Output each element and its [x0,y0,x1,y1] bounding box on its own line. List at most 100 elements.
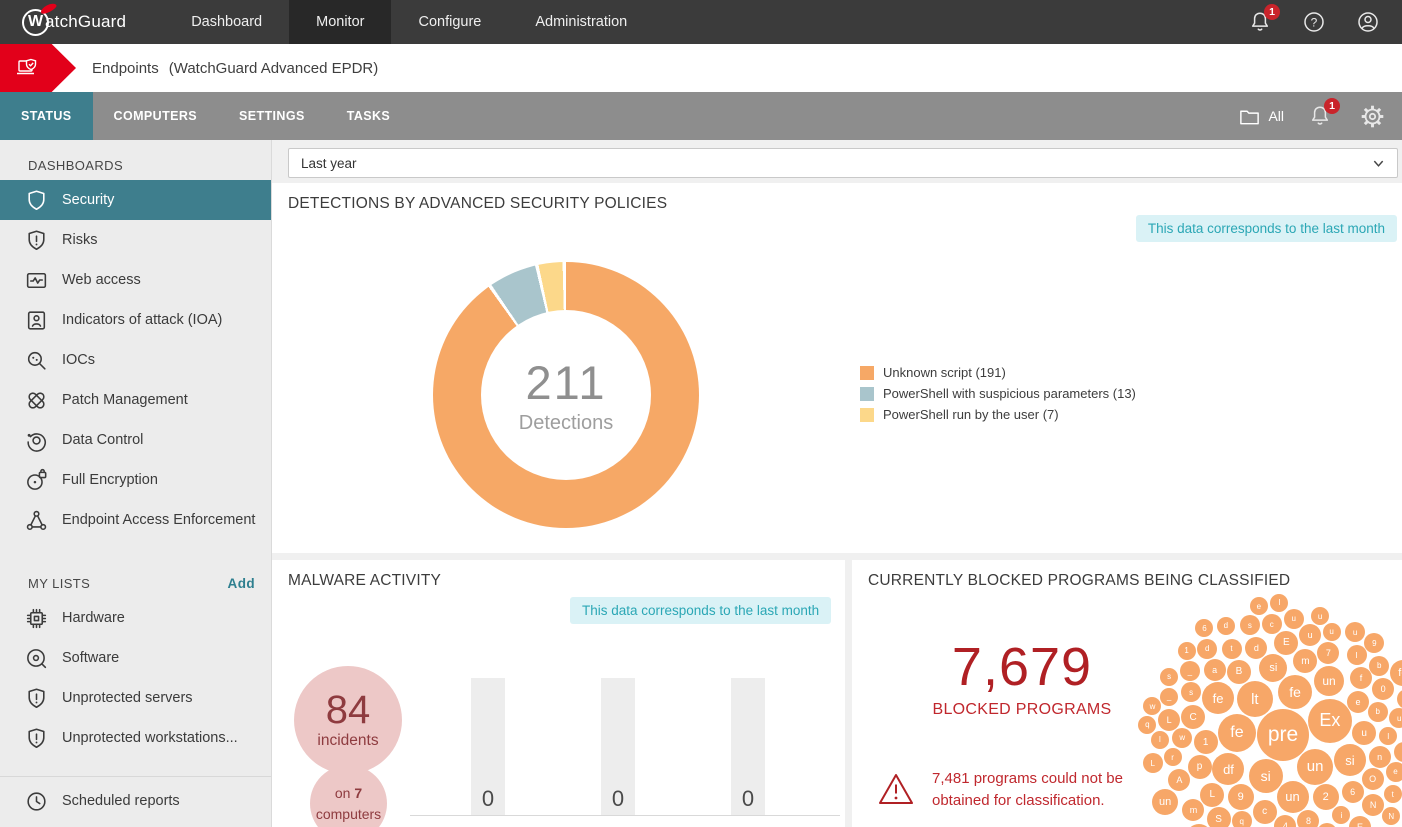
blocked-program-bubble[interactable]: t [1221,638,1242,659]
tab-tasks[interactable]: TASKS [346,109,391,123]
blocked-program-bubble[interactable]: b [1367,701,1388,722]
blocked-program-bubble[interactable]: 8 [1297,809,1320,827]
blocked-program-bubble[interactable]: E [1349,816,1372,827]
blocked-program-bubble[interactable]: pre [1257,709,1309,761]
blocked-program-bubble[interactable]: A [1168,768,1191,791]
blocked-program-bubble[interactable]: u [1322,622,1341,641]
blocked-program-bubble[interactable]: un [1276,780,1309,813]
sidebar-item-hardware[interactable]: Hardware [0,598,271,638]
blocked-program-bubble[interactable]: B [1226,659,1251,684]
add-list-link[interactable]: Add [227,575,255,591]
nav-item-configure[interactable]: Configure [418,14,482,30]
blocked-program-bubble[interactable]: n [1368,745,1391,768]
product-selector-button[interactable] [0,44,76,92]
blocked-program-bubble[interactable]: c [1252,799,1277,824]
blocked-program-bubble[interactable]: un [1152,788,1179,815]
notifications-button[interactable]: 1 [1244,4,1280,38]
blocked-program-bubble[interactable]: i [1332,806,1351,824]
blocked-program-bubble[interactable]: si [1333,744,1366,777]
blocked-program-bubble[interactable]: fe [1202,682,1235,715]
sidebar-item-risks[interactable]: Risks [0,220,271,260]
blocked-program-bubble[interactable]: I [1270,593,1289,612]
blocked-program-bubble[interactable]: O [1361,768,1384,791]
blocked-program-bubble[interactable]: L [1142,753,1163,774]
blocked-program-bubble[interactable]: u [1299,623,1322,646]
blocked-program-bubble[interactable]: l [1150,730,1169,749]
nav-item-monitor[interactable]: Monitor [289,0,392,44]
detections-donut-chart[interactable] [433,262,699,528]
blocked-program-bubble[interactable]: s [1160,667,1179,686]
blocked-program-bubble[interactable]: C [1181,705,1206,730]
blocked-program-bubble[interactable]: un [1297,748,1334,785]
blocked-program-bubble[interactable]: p [1187,754,1212,779]
blocked-program-bubble[interactable]: q [1231,811,1252,827]
blocked-program-bubble[interactable]: m [1182,799,1205,822]
blocked-program-bubble[interactable]: lt [1236,681,1273,718]
sidebar-item-scheduled-reports[interactable]: Scheduled reports [0,781,271,821]
blocked-program-bubble[interactable]: fe [1217,713,1256,752]
blocked-program-bubble[interactable]: u [1311,607,1330,626]
watchguard-logo[interactable]: W atchGuard [0,0,146,44]
blocked-program-bubble[interactable]: fe [1389,660,1402,687]
blocked-program-bubble[interactable]: u [1283,608,1304,629]
sidebar-item-data-control[interactable]: Data Control [0,420,271,460]
blocked-program-bubble[interactable]: p [1393,742,1402,763]
sidebar-item-full-encryption[interactable]: Full Encryption [0,460,271,500]
blocked-program-bubble[interactable]: _ [1160,687,1179,706]
sidebar-item-patch-management[interactable]: Patch Management [0,380,271,420]
blocked-program-bubble[interactable]: si [1259,653,1288,682]
sidebar-item-web-access[interactable]: Web access [0,260,271,300]
blocked-program-bubble[interactable]: 6 [1195,619,1214,638]
blocked-program-bubble[interactable]: L [1158,708,1181,731]
blocked-program-bubble[interactable]: u [1389,708,1402,729]
blocked-program-bubble[interactable]: 6 [1341,781,1364,804]
account-button[interactable] [1352,6,1384,38]
blocked-program-bubble[interactable]: fe [1278,674,1313,709]
blocked-program-bubble[interactable]: x [1317,822,1338,827]
blocked-program-bubble[interactable]: f [1349,667,1372,690]
sidebar-item-software[interactable]: Software [0,638,271,678]
blocked-program-bubble[interactable]: 4 [1274,814,1297,827]
blocked-program-bubble[interactable]: d [1216,616,1235,635]
blocked-program-bubble[interactable]: e [1249,597,1268,616]
blocked-program-bubble[interactable]: 0 [1372,677,1395,700]
blocked-program-bubble[interactable]: e [1385,761,1402,782]
blocked-program-bubble[interactable]: 7 [1317,642,1340,664]
blocked-program-bubble[interactable]: m [1293,649,1318,674]
blocked-program-bubble[interactable]: S [1206,807,1231,827]
legend-item[interactable]: Unknown script (191) [860,365,1136,380]
blocked-count-link[interactable]: 7,679 BLOCKED PROGRAMS [862,637,1182,719]
blocked-program-bubble[interactable]: E [1274,630,1299,655]
blocked-program-bubble[interactable]: 9 [1364,633,1385,653]
blocked-program-bubble[interactable]: si [1185,824,1212,827]
blocked-program-bubble[interactable]: w [1172,727,1193,748]
nav-item-administration[interactable]: Administration [535,14,628,30]
legend-item[interactable]: PowerShell run by the user (7) [860,407,1136,422]
blocked-program-bubble[interactable]: u [1352,721,1377,746]
tab-settings[interactable]: SETTINGS [239,109,305,123]
blocked-program-bubble[interactable]: w [1143,697,1162,716]
help-button[interactable]: ? [1298,6,1330,38]
blocked-program-bubble[interactable]: l [1379,727,1398,746]
blocked-program-bubble[interactable]: u [1345,622,1366,643]
blocked-program-bubble[interactable]: I [1346,645,1367,666]
sidebar-item-security[interactable]: Security [0,180,271,220]
blocked-program-bubble[interactable]: N [1362,793,1385,816]
blocked-program-bubble[interactable]: 1 [1193,730,1218,755]
blocked-program-bubble[interactable]: s [1239,615,1260,636]
blocked-program-bubble[interactable]: m [1397,688,1402,709]
settings-gear-button[interactable] [1356,100,1388,132]
blocked-program-bubble[interactable]: df [1212,753,1245,786]
web-notifications-button[interactable]: 1 [1304,98,1340,132]
blocked-program-bubble[interactable]: un [1314,666,1344,696]
tab-computers[interactable]: COMPUTERS [113,109,198,123]
blocked-program-bubble[interactable]: d [1245,636,1268,659]
legend-item[interactable]: PowerShell with suspicious parameters (1… [860,386,1136,401]
incidents-circle[interactable]: 84 incidents [294,666,402,774]
sidebar-item-unprotected-servers[interactable]: Unprotected servers [0,678,271,718]
blocked-program-bubble[interactable]: 2 [1312,784,1339,811]
blocked-program-bubble[interactable]: N [1382,807,1401,826]
nav-item-dashboard[interactable]: Dashboard [191,14,263,30]
sidebar-item-unprotected-workstations[interactable]: Unprotected workstations... [0,718,271,758]
blocked-program-bubble[interactable]: t [1383,785,1402,804]
